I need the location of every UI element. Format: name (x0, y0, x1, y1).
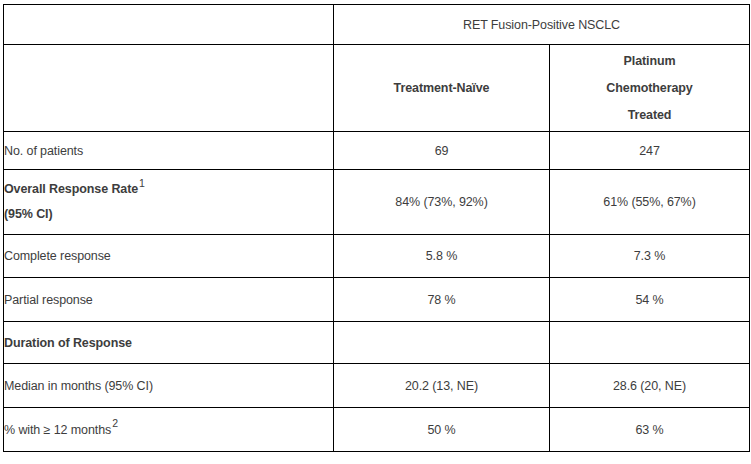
column-header-platinum: Platinum Chemotherapy Treated (550, 45, 750, 132)
efficacy-results-table: RET Fusion-Positive NSCLC Treatment-Naïv… (3, 4, 750, 452)
group-header-cell: RET Fusion-Positive NSCLC (334, 5, 750, 45)
value-treatment-naive: 69 (334, 132, 550, 170)
table-row-duration-of-response: Duration of Response (4, 322, 750, 364)
row-label: Complete response (4, 235, 334, 278)
empty-corner-cell (4, 5, 334, 45)
row-label: Overall Response Rate1 (95% CI) (4, 170, 334, 235)
table-row-pct-12-months: % with ≥ 12 months2 50 % 63 % (4, 408, 750, 452)
value-treatment-naive (334, 322, 550, 364)
orr-label-ci: (95% CI) (4, 202, 333, 227)
footnote-marker-1: 1 (139, 177, 145, 189)
row-label: % with ≥ 12 months2 (4, 408, 334, 452)
group-header-row: RET Fusion-Positive NSCLC (4, 5, 750, 45)
pct-12-months-label-text: % with ≥ 12 months (4, 423, 111, 437)
platinum-header-line2: Chemotherapy (550, 75, 749, 102)
value-platinum: 7.3 % (550, 235, 750, 278)
value-platinum: 54 % (550, 278, 750, 322)
value-platinum: 63 % (550, 408, 750, 452)
table-row-complete-response: Complete response 5.8 % 7.3 % (4, 235, 750, 278)
table-row-median-months: Median in months (95% CI) 20.2 (13, NE) … (4, 364, 750, 408)
value-treatment-naive: 84% (73%, 92%) (334, 170, 550, 235)
table-row-patients: No. of patients 69 247 (4, 132, 750, 170)
table-row-overall-response-rate: Overall Response Rate1 (95% CI) 84% (73%… (4, 170, 750, 235)
row-label: No. of patients (4, 132, 334, 170)
table-row-partial-response: Partial response 78 % 54 % (4, 278, 750, 322)
orr-label-text: Overall Response Rate (4, 182, 138, 196)
value-treatment-naive: 5.8 % (334, 235, 550, 278)
value-platinum: 247 (550, 132, 750, 170)
empty-header-cell (4, 45, 334, 132)
column-header-row: Treatment-Naïve Platinum Chemotherapy Tr… (4, 45, 750, 132)
value-platinum: 61% (55%, 67%) (550, 170, 750, 235)
platinum-header-line3: Treated (550, 102, 749, 129)
column-header-treatment-naive: Treatment-Naïve (334, 45, 550, 132)
value-treatment-naive: 50 % (334, 408, 550, 452)
row-label: Partial response (4, 278, 334, 322)
footnote-marker-2: 2 (112, 417, 118, 429)
platinum-header-line1: Platinum (550, 48, 749, 75)
row-label: Median in months (95% CI) (4, 364, 334, 408)
value-treatment-naive: 20.2 (13, NE) (334, 364, 550, 408)
row-label: Duration of Response (4, 322, 334, 364)
value-platinum (550, 322, 750, 364)
value-platinum: 28.6 (20, NE) (550, 364, 750, 408)
value-treatment-naive: 78 % (334, 278, 550, 322)
